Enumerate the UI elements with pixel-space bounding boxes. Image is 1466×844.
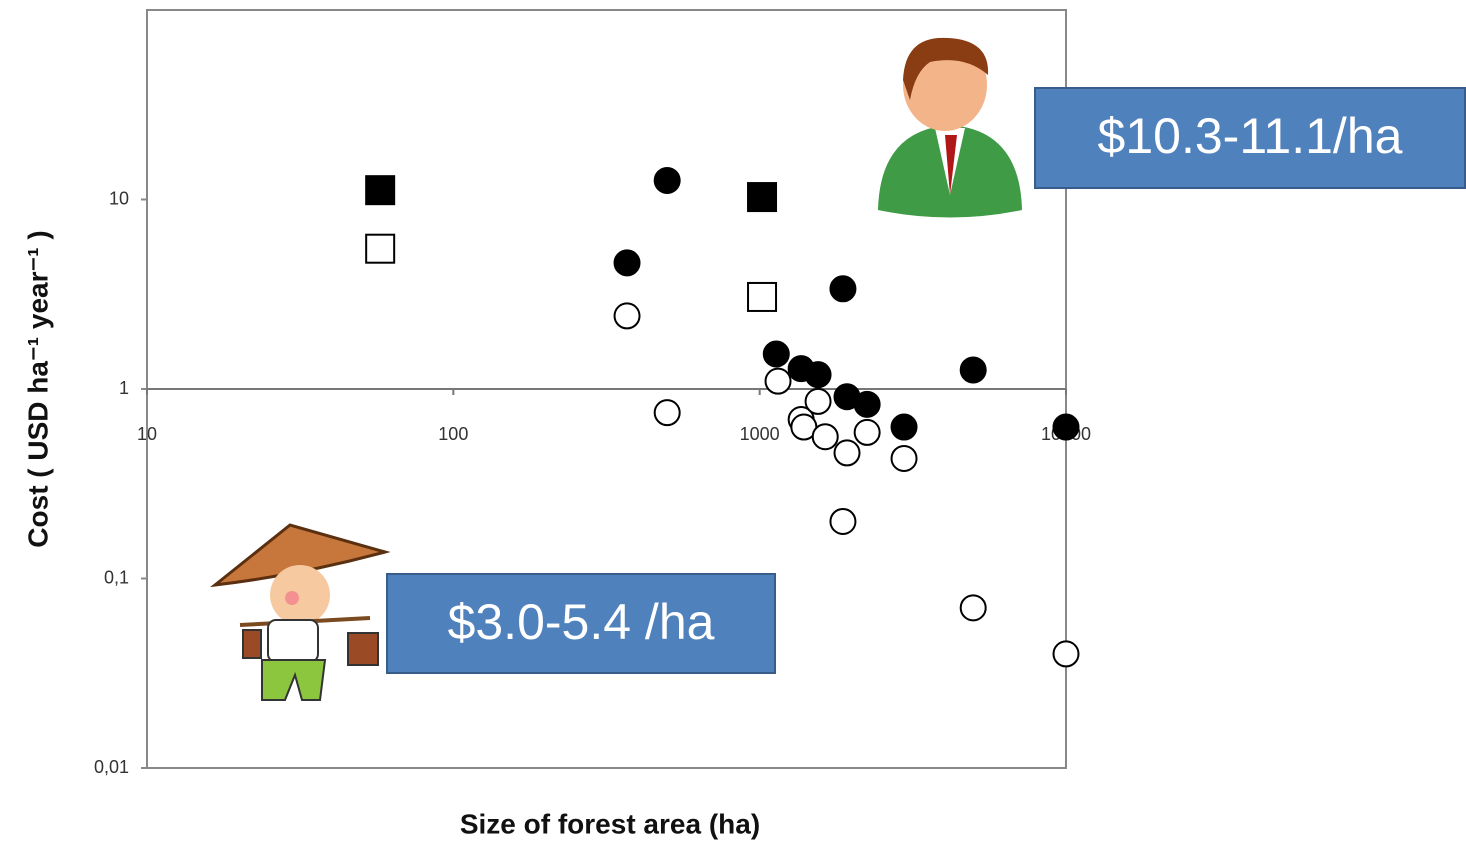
x-axis-title: Size of forest area (ha) bbox=[460, 808, 760, 839]
circle-marker bbox=[613, 249, 641, 277]
x-tick-label: 1000 bbox=[740, 424, 780, 444]
circle-marker bbox=[762, 340, 790, 368]
x-tick-label: 10 bbox=[137, 424, 157, 444]
circle-marker bbox=[804, 361, 832, 389]
circle-marker bbox=[1052, 413, 1080, 441]
annotation: $10.3-11.1/ha bbox=[1098, 108, 1403, 164]
circle-marker bbox=[890, 413, 918, 441]
square-marker bbox=[365, 175, 396, 206]
circle-marker bbox=[853, 418, 881, 446]
farmer-icon bbox=[209, 523, 391, 701]
circle-marker bbox=[804, 387, 832, 415]
y-tick-label: 1 bbox=[119, 378, 129, 398]
x-tick-label: 100 bbox=[438, 424, 468, 444]
square-marker bbox=[365, 233, 396, 264]
circle-marker bbox=[764, 367, 792, 395]
circle-marker bbox=[890, 444, 918, 472]
circle-marker bbox=[811, 423, 839, 451]
circle-marker bbox=[833, 439, 861, 467]
circle-marker bbox=[1052, 640, 1080, 668]
circle-marker bbox=[959, 594, 987, 622]
circle-marker bbox=[829, 507, 857, 535]
circle-marker bbox=[653, 399, 681, 427]
y-axis-title: Cost ( USD ha⁻¹ year⁻¹ ) bbox=[22, 230, 53, 547]
square-marker bbox=[747, 281, 778, 312]
square-marker bbox=[747, 182, 778, 213]
y-tick-label: 0,1 bbox=[104, 567, 129, 587]
annotation-box bbox=[386, 573, 776, 674]
y-tick-label: 10 bbox=[109, 188, 129, 208]
y-tick-label: 0,01 bbox=[94, 757, 129, 777]
circle-marker bbox=[613, 302, 641, 330]
circle-marker bbox=[959, 356, 987, 384]
circle-marker bbox=[653, 166, 681, 194]
annotation-box bbox=[1034, 87, 1466, 189]
annotation: $3.0-5.4 /ha bbox=[448, 594, 715, 650]
businessman-icon bbox=[878, 37, 1022, 218]
circle-marker bbox=[829, 275, 857, 303]
circle-marker bbox=[853, 390, 881, 418]
